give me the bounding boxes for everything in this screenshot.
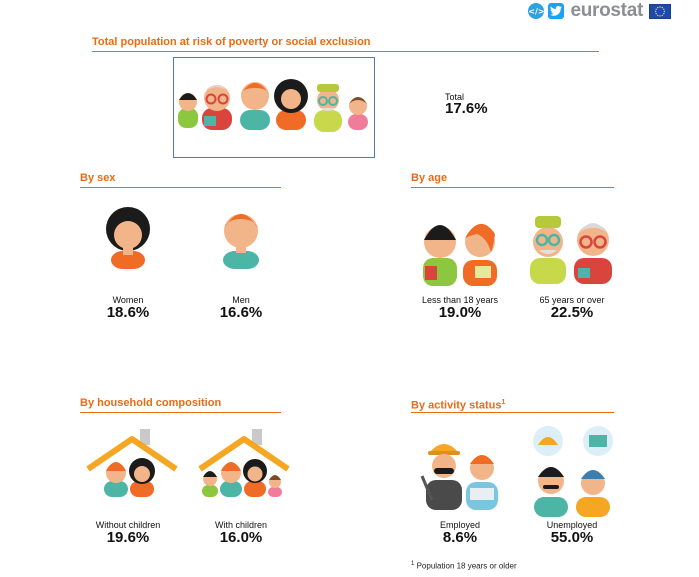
footnote-number: 1 xyxy=(411,561,415,567)
eu-flag-icon xyxy=(649,3,671,19)
footnote-text: Population 18 years or older xyxy=(416,561,517,571)
embed-code-icon[interactable]: </> xyxy=(528,3,545,19)
grandpa-figure xyxy=(314,84,342,132)
total-value: 17.6% xyxy=(445,100,488,117)
household-with-children-icon xyxy=(198,429,290,497)
unemployed-icon xyxy=(533,426,613,517)
twitter-icon[interactable] xyxy=(548,3,565,19)
employed-icon xyxy=(420,444,498,510)
household-without-children-icon xyxy=(86,429,178,497)
with-children-label: With children xyxy=(214,520,268,530)
men-label: Men xyxy=(232,295,250,305)
unemployed-label: Unemployed xyxy=(546,520,598,530)
girl-figure xyxy=(348,97,368,130)
section-title-by-sex: By sex xyxy=(80,171,281,188)
group-people-illustration xyxy=(178,79,368,132)
over-65-value: 22.5% xyxy=(550,304,594,321)
section-title-total: Total population at risk of poverty or s… xyxy=(92,35,599,52)
footnote: 1 Population 18 years or older xyxy=(411,561,517,571)
without-children-value: 19.6% xyxy=(106,529,150,546)
under-18-value: 19.0% xyxy=(438,304,482,321)
boy-figure xyxy=(178,93,198,128)
woman-figure xyxy=(274,79,308,130)
unemployed-value: 55.0% xyxy=(550,529,594,546)
elderly-icon xyxy=(530,216,612,284)
employed-label: Employed xyxy=(439,520,481,530)
footnote-mark: 1 xyxy=(501,399,506,406)
section-title-by-household: By household composition xyxy=(80,396,281,413)
total-label: Total xyxy=(445,92,465,102)
men-value: 16.6% xyxy=(219,304,263,321)
eurostat-logo[interactable]: eurostat xyxy=(570,0,643,21)
employed-value: 8.6% xyxy=(442,529,478,546)
section-title-by-age: By age xyxy=(411,171,614,188)
over-65-label: 65 years or over xyxy=(539,295,605,305)
children-icon xyxy=(423,223,497,286)
section-title-by-activity: By activity status1 xyxy=(411,396,614,413)
total-illustration-frame xyxy=(173,57,375,158)
header-toolbar: </> eurostat xyxy=(528,0,671,21)
without-children-label: Without children xyxy=(95,520,161,530)
man-figure xyxy=(240,82,270,130)
with-children-value: 16.0% xyxy=(219,529,263,546)
women-label: Women xyxy=(112,295,144,305)
man-icon xyxy=(223,214,259,269)
under-18-label: Less than 18 years xyxy=(421,295,499,305)
women-value: 18.6% xyxy=(106,304,150,321)
woman-icon xyxy=(106,207,150,269)
section-title-by-activity-text: By activity status xyxy=(411,399,502,412)
grandma-figure xyxy=(202,85,232,130)
